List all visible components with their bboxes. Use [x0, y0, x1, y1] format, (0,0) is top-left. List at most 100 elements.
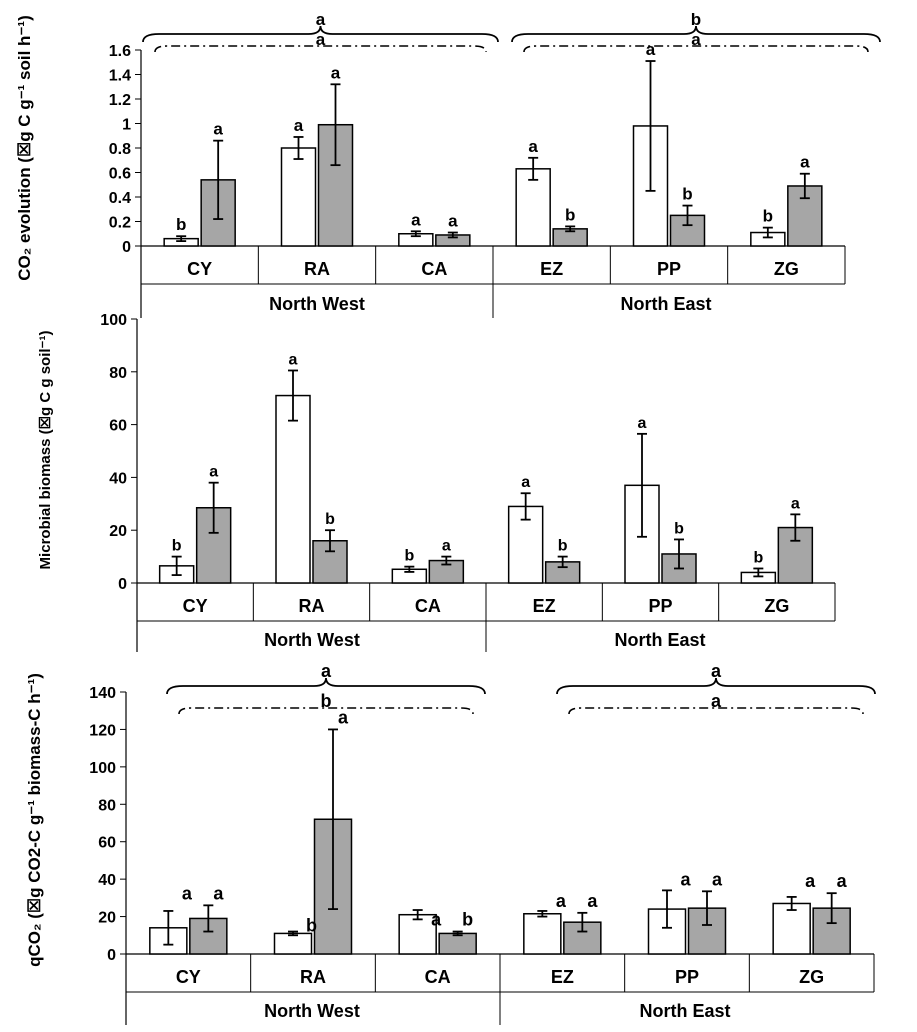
bar-white-ez — [523, 913, 562, 955]
significance-letter: a — [638, 415, 647, 432]
significance-letter: a — [556, 891, 567, 911]
category-label-pp: PP — [675, 967, 699, 987]
significance-letter: a — [837, 871, 848, 891]
bar-white-ca — [398, 913, 437, 955]
brace-letter-solid: b — [691, 10, 701, 29]
significance-letter: a — [209, 464, 218, 481]
category-label-pp: PP — [648, 596, 672, 616]
y-tick-label: 20 — [109, 523, 127, 540]
y-tick-label: 0 — [118, 576, 127, 593]
y-tick-label: 60 — [109, 418, 127, 435]
panel-2: 0 20 40 60 80 100 CY RA CA EZ PP ZG North West North … — [37, 312, 836, 652]
significance-letter: b — [565, 205, 575, 224]
y-tick-label: 140 — [89, 685, 116, 702]
category-label-pp: PP — [657, 259, 681, 279]
significance-letter: b — [462, 910, 473, 930]
significance-letter: b — [176, 215, 186, 234]
y-tick-label: 1.2 — [109, 92, 131, 109]
category-label-ez: EZ — [533, 596, 556, 616]
bar-white-ra — [275, 394, 311, 584]
group-label: North East — [614, 630, 705, 650]
significance-letter: b — [763, 207, 773, 226]
category-label-cy: CY — [183, 596, 208, 616]
significance-letter: b — [404, 548, 414, 565]
y-axis-label: CO₂ evolution (☒g C g⁻¹ soil h⁻¹) — [15, 15, 34, 281]
y-tick-label: 0 — [122, 239, 131, 256]
panel-1: 0 0.2 0.4 0.6 0.8 1 1.2 1.4 1.6 CY RA CA EZ PP ZG North… — [15, 10, 881, 318]
category-label-ez: EZ — [551, 967, 574, 987]
brace-letter-dashed: a — [711, 691, 722, 711]
brace-solid — [511, 25, 881, 43]
bar-white-ez — [515, 168, 551, 247]
group-label: North East — [620, 294, 711, 314]
y-tick-label: 60 — [98, 835, 116, 852]
panel-3: 0 20 40 60 80 100 120 140 CY RA CA EZ PP ZG North West… — [25, 661, 876, 1025]
bar-white-zg — [772, 902, 811, 955]
significance-letter: b — [682, 185, 692, 204]
significance-letter: a — [521, 474, 530, 491]
category-label-zg: ZG — [764, 596, 789, 616]
y-tick-label: 1 — [122, 117, 131, 134]
significance-letter: a — [528, 137, 538, 156]
y-tick-label: 100 — [100, 312, 127, 329]
category-label-ra: RA — [299, 596, 325, 616]
category-label-ca: CA — [415, 596, 441, 616]
significance-letter: a — [294, 116, 304, 135]
significance-letter: a — [213, 883, 224, 903]
category-label-cy: CY — [187, 259, 212, 279]
y-tick-label: 1.6 — [109, 43, 131, 60]
brace-letter-dashed: b — [321, 691, 332, 711]
significance-letter: a — [431, 910, 442, 930]
significance-letter: a — [338, 707, 349, 727]
brace-dashed — [568, 707, 864, 715]
significance-letter: a — [213, 120, 223, 139]
y-tick-label: 40 — [109, 470, 127, 487]
category-label-zg: ZG — [774, 259, 799, 279]
y-tick-label: 0 — [107, 947, 116, 964]
y-axis-label: qCO₂ (☒g CO2-C g⁻¹ biomass-C h⁻¹) — [25, 673, 44, 967]
significance-letter: b — [306, 915, 317, 935]
y-tick-label: 0.6 — [109, 166, 131, 183]
group-label: North West — [269, 294, 365, 314]
significance-letter: a — [289, 351, 298, 368]
y-tick-label: 100 — [89, 760, 116, 777]
brace-dashed — [154, 45, 487, 53]
y-tick-label: 80 — [109, 365, 127, 382]
brace-letter-solid: a — [321, 661, 332, 681]
significance-letter: a — [331, 63, 341, 82]
bar-gray-ca — [438, 932, 477, 955]
category-label-zg: ZG — [799, 967, 824, 987]
brace-dashed — [523, 45, 869, 53]
significance-letter: a — [805, 871, 816, 891]
category-label-cy: CY — [176, 967, 201, 987]
significance-letter: b — [753, 549, 763, 566]
brace-solid — [166, 677, 486, 695]
brace-letter-solid: a — [711, 661, 722, 681]
category-label-ca: CA — [421, 259, 447, 279]
brace-letter-solid: a — [316, 10, 326, 29]
bar-white-ra — [280, 147, 317, 247]
significance-letter: b — [172, 538, 182, 555]
significance-letter: a — [791, 495, 800, 512]
group-label: North East — [639, 1001, 730, 1021]
y-tick-label: 20 — [98, 910, 116, 927]
significance-letter: b — [674, 520, 684, 537]
significance-letter: a — [411, 210, 421, 229]
y-axis-label: Microbial biomass (☒g C g soil⁻¹) — [37, 331, 54, 570]
bar-white-ra — [273, 932, 313, 955]
y-tick-label: 0.2 — [109, 215, 131, 232]
group-label: North West — [264, 630, 360, 650]
y-tick-label: 120 — [89, 722, 116, 739]
y-tick-label: 0.4 — [109, 190, 131, 207]
significance-letter: a — [800, 153, 810, 172]
significance-letter: b — [558, 538, 568, 555]
y-tick-label: 80 — [98, 797, 116, 814]
significance-letter: a — [442, 538, 451, 555]
significance-letter: a — [182, 883, 193, 903]
significance-letter: a — [712, 869, 723, 889]
category-label-ra: RA — [300, 967, 326, 987]
significance-letter: a — [448, 212, 458, 231]
brace-solid — [142, 25, 499, 43]
category-label-ca: CA — [425, 967, 451, 987]
